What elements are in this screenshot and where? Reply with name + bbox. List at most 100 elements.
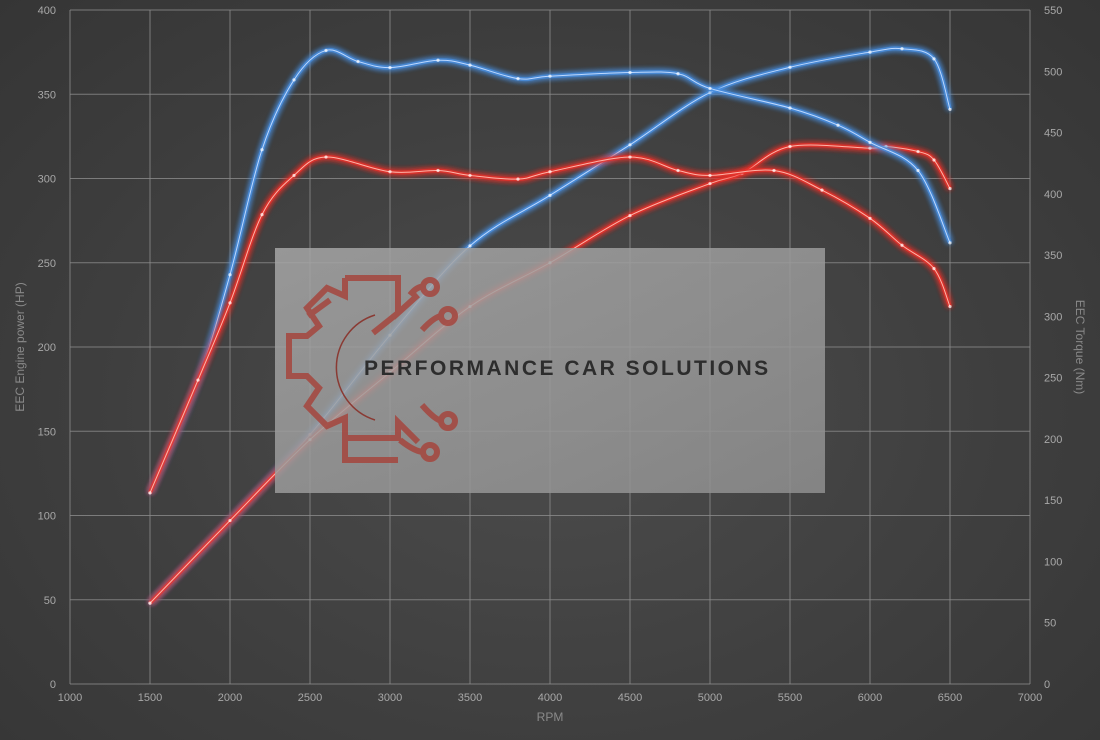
- y-right-tick-label: 250: [1044, 373, 1062, 385]
- y-right-tick-label: 550: [1044, 5, 1062, 17]
- watermark-text: PERFORMANCE CAR SOLUTIONS: [364, 357, 771, 380]
- data-point: [228, 273, 232, 277]
- data-point: [708, 90, 712, 95]
- watermark-box: [275, 248, 825, 493]
- y-right-tick-label: 150: [1044, 495, 1062, 507]
- data-point: [788, 144, 792, 149]
- data-point: [628, 155, 632, 159]
- x-tick-label: 1000: [58, 692, 82, 704]
- x-tick-label: 7000: [1018, 692, 1042, 704]
- y-left-tick-label: 50: [44, 595, 56, 607]
- data-point: [388, 170, 392, 174]
- y-right-tick-label: 0: [1044, 679, 1050, 691]
- data-point: [356, 59, 360, 64]
- data-point: [548, 170, 552, 174]
- data-point: [324, 48, 328, 53]
- watermark: PERFORMANCE CAR SOLUTIONS: [275, 248, 825, 493]
- y-left-tick-label: 150: [38, 426, 56, 438]
- y-left-tick-label: 0: [50, 679, 56, 691]
- data-point: [260, 213, 264, 217]
- y-right-tick-label: 200: [1044, 434, 1062, 446]
- data-point: [948, 107, 952, 112]
- y-left-tick-label: 350: [38, 89, 56, 101]
- y-right-tick-label: 400: [1044, 189, 1062, 201]
- data-point: [868, 216, 872, 220]
- data-point: [900, 243, 904, 247]
- x-tick-label: 6000: [858, 692, 882, 704]
- data-point: [260, 148, 264, 152]
- data-point: [916, 168, 920, 173]
- x-axis-title: RPM: [537, 710, 564, 724]
- data-point: [468, 173, 472, 178]
- x-tick-label: 3000: [378, 692, 402, 704]
- x-tick-label: 1500: [138, 692, 162, 704]
- data-point: [324, 155, 328, 159]
- data-point: [948, 187, 952, 191]
- data-point: [436, 58, 440, 62]
- data-point: [788, 106, 792, 110]
- y-left-tick-label: 200: [38, 342, 56, 354]
- series-red-torque: [148, 155, 952, 495]
- y-axis-left-title: EEC Engine power (HP): [13, 282, 27, 411]
- data-point: [788, 65, 792, 69]
- series-blue-torque: [148, 47, 952, 495]
- y-axis-right-title: EEC Torque (Nm): [1073, 300, 1087, 394]
- gear-circuit-logo: [286, 275, 458, 463]
- x-tick-label: 2000: [218, 692, 242, 704]
- series-group: [148, 46, 952, 605]
- data-point: [708, 86, 712, 91]
- data-point: [708, 181, 712, 186]
- y-right-tick-label: 450: [1044, 128, 1062, 140]
- x-tick-label: 2500: [298, 692, 322, 704]
- data-point: [900, 47, 904, 51]
- y-right-tick-label: 300: [1044, 311, 1062, 323]
- y-left-tick-label: 100: [38, 511, 56, 523]
- x-tick-label: 5500: [778, 692, 802, 704]
- data-point: [516, 177, 520, 181]
- data-point: [628, 213, 632, 218]
- x-tick-label: 3500: [458, 692, 482, 704]
- data-point: [628, 143, 632, 147]
- data-point: [932, 57, 936, 61]
- data-point: [292, 78, 296, 82]
- data-point: [868, 140, 872, 144]
- data-point: [548, 193, 552, 197]
- data-point: [708, 173, 712, 178]
- data-point: [228, 518, 232, 523]
- data-point: [292, 173, 296, 178]
- data-point: [932, 266, 936, 271]
- data-point: [948, 241, 952, 245]
- data-point: [436, 168, 440, 173]
- data-point: [548, 74, 552, 78]
- tick-labels: 1000 1500 2000 2500 3000 3500 4000 4500 5000 5500…: [38, 5, 1063, 704]
- data-point: [228, 301, 232, 305]
- y-left-tick-label: 250: [38, 258, 56, 270]
- data-point: [148, 601, 152, 605]
- data-point: [468, 244, 472, 248]
- y-right-tick-label: 350: [1044, 250, 1062, 262]
- data-point: [148, 491, 152, 495]
- x-tick-label: 6500: [938, 692, 962, 704]
- y-left-tick-label: 300: [38, 174, 56, 186]
- y-right-tick-label: 500: [1044, 66, 1062, 78]
- data-point: [868, 146, 872, 150]
- data-point: [676, 168, 680, 173]
- data-point: [916, 149, 920, 154]
- y-left-tick-label: 400: [38, 5, 56, 17]
- data-point: [196, 378, 200, 382]
- data-point: [676, 72, 680, 76]
- data-point: [948, 304, 952, 309]
- x-tick-label: 5000: [698, 692, 722, 704]
- data-point: [516, 77, 520, 81]
- y-right-tick-label: 50: [1044, 618, 1056, 630]
- series-line-core: [149, 156, 951, 494]
- data-point: [468, 63, 472, 67]
- data-point: [772, 168, 776, 173]
- data-point: [628, 70, 632, 75]
- x-tick-label: 4500: [618, 692, 642, 704]
- y-right-tick-label: 100: [1044, 556, 1062, 568]
- data-point: [820, 188, 824, 192]
- data-point: [836, 123, 840, 127]
- x-tick-label: 4000: [538, 692, 562, 704]
